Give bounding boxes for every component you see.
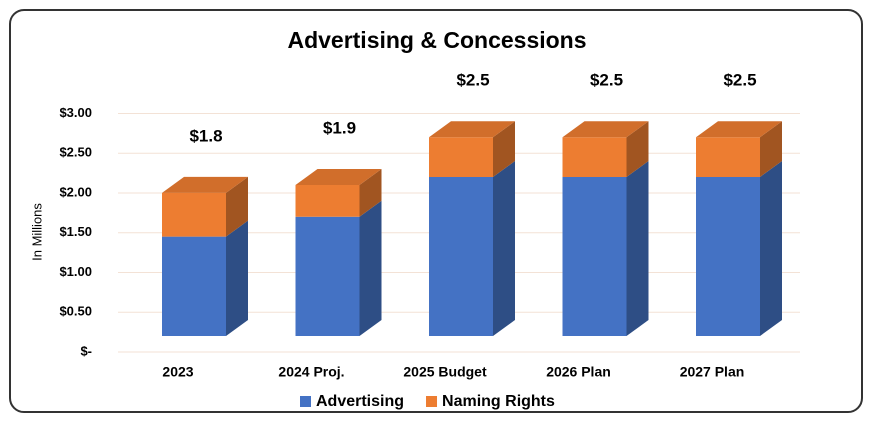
x-tick-label: 2026 Plan bbox=[546, 364, 611, 380]
bar-side bbox=[226, 220, 248, 336]
bar bbox=[562, 137, 627, 177]
y-tick-label: $2.00 bbox=[59, 184, 92, 199]
bar bbox=[162, 236, 226, 336]
bar-side bbox=[493, 121, 515, 177]
bar-side bbox=[493, 161, 515, 336]
bar bbox=[295, 184, 360, 217]
y-tick-label: $0.50 bbox=[59, 304, 92, 319]
bar-top bbox=[696, 121, 782, 138]
bar bbox=[696, 177, 760, 336]
bar-top bbox=[429, 121, 515, 138]
total-label: $1.8 bbox=[189, 126, 222, 145]
bar bbox=[429, 137, 493, 177]
total-label: $2.5 bbox=[723, 71, 756, 90]
legend-swatch bbox=[300, 396, 311, 407]
legend-swatch bbox=[426, 396, 438, 407]
y-tick-label: $1.50 bbox=[59, 224, 92, 239]
bar-side bbox=[760, 121, 782, 177]
bar-side bbox=[626, 121, 649, 177]
y-tick-label: $- bbox=[80, 343, 92, 358]
bar bbox=[562, 177, 627, 336]
x-tick-label: 2025 Budget bbox=[403, 364, 487, 380]
y-tick-label: $2.50 bbox=[59, 145, 92, 160]
bar-top bbox=[162, 176, 248, 193]
x-tick-label: 2027 Plan bbox=[680, 364, 745, 380]
bar bbox=[162, 192, 226, 237]
bar-side bbox=[359, 168, 382, 217]
bar-side bbox=[359, 200, 382, 336]
bar bbox=[295, 216, 360, 336]
bar-top bbox=[295, 168, 382, 185]
chart-title: Advertising & Concessions bbox=[287, 27, 586, 53]
total-label: $1.9 bbox=[323, 118, 356, 137]
total-label: $2.5 bbox=[456, 71, 489, 90]
y-axis-label: In Millions bbox=[29, 203, 44, 261]
bar-side bbox=[626, 161, 649, 336]
bar-top bbox=[562, 121, 649, 138]
y-tick-label: $3.00 bbox=[59, 105, 92, 120]
x-tick-label: 2023 bbox=[162, 364, 193, 380]
bar bbox=[696, 137, 760, 177]
legend-label: Naming Rights bbox=[442, 393, 555, 410]
total-label: $2.5 bbox=[590, 71, 623, 90]
bar-side bbox=[226, 176, 248, 237]
y-tick-label: $1.00 bbox=[59, 264, 92, 279]
bar bbox=[429, 177, 493, 336]
x-tick-label: 2024 Proj. bbox=[278, 364, 344, 380]
legend-label: Advertising bbox=[316, 393, 404, 410]
bar-side bbox=[760, 161, 782, 336]
